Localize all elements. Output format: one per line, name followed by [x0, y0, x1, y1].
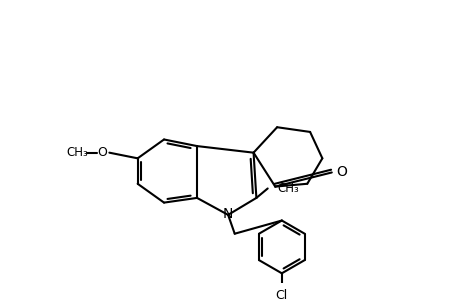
Text: CH₃: CH₃ [66, 146, 88, 159]
Text: Cl: Cl [275, 290, 287, 300]
Text: O: O [97, 146, 106, 159]
Text: N: N [223, 207, 233, 221]
Text: O: O [336, 166, 347, 179]
Text: CH₃: CH₃ [276, 182, 298, 195]
